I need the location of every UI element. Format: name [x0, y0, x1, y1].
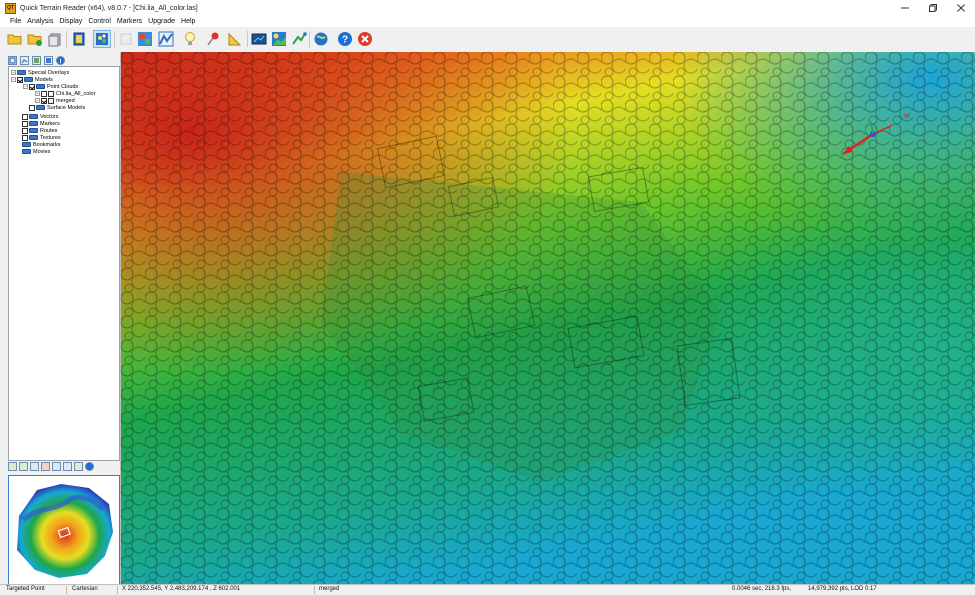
- menu-markers[interactable]: Markers: [116, 18, 143, 25]
- menu-display[interactable]: Display: [59, 18, 83, 25]
- profile-icon: [158, 31, 174, 47]
- overview-toolbar: [8, 462, 94, 472]
- tree-item-merged[interactable]: +: merged: [35, 97, 75, 104]
- menu-bar: File Analysis Display Control Markers Up…: [0, 16, 975, 27]
- measure-icon: [228, 32, 242, 46]
- exit-icon: [358, 32, 372, 46]
- tab-info[interactable]: [56, 56, 65, 65]
- color-map-button[interactable]: [136, 30, 154, 48]
- tree-item-textures[interactable]: Textures: [22, 134, 61, 141]
- tree-item-routes[interactable]: Routes: [22, 127, 57, 134]
- main-toolbar: ?: [0, 27, 975, 53]
- svg-text:?: ?: [342, 35, 348, 46]
- fit-icon[interactable]: [30, 462, 39, 471]
- flythrough-icon: [272, 32, 286, 46]
- left-panel: + Special Overlays − Models − Point Clouds …: [0, 52, 121, 585]
- profile-tab-icon: [21, 59, 28, 64]
- menu-analysis[interactable]: Analysis: [27, 18, 54, 25]
- layers-tab-icon: [34, 58, 39, 63]
- help-button[interactable]: ?: [336, 30, 354, 48]
- point-cloud-viewport[interactable]: w: [121, 52, 975, 584]
- status-model: merged: [319, 586, 340, 592]
- tree-item-point-clouds[interactable]: − Point Clouds: [23, 83, 79, 90]
- tree-item-surface-models[interactable]: Surface Models: [29, 104, 85, 111]
- globe-icon: [314, 32, 328, 46]
- status-performance: 0.0046 sec, 218.3 fps,: [732, 586, 792, 592]
- settings-icon[interactable]: [74, 462, 83, 471]
- tree-view-icon: [9, 57, 16, 64]
- status-coordinates: X 220,352.545, Y 2,483,209.174 , Z 602.0…: [122, 586, 241, 592]
- export-button[interactable]: [46, 30, 64, 48]
- overview-info-icon[interactable]: [85, 462, 94, 471]
- path-icon: [292, 32, 307, 45]
- tree-item-vectors[interactable]: Vectors: [22, 113, 58, 120]
- exit-button[interactable]: [356, 30, 374, 48]
- export-icon: [48, 33, 61, 47]
- terrain-icon[interactable]: [41, 462, 50, 471]
- flythrough-button[interactable]: [270, 30, 288, 48]
- help-icon: ?: [338, 32, 352, 46]
- status-bar: Targeted Point Cartesian X 220,352.545, …: [0, 584, 975, 595]
- tree-item-special-overlays[interactable]: + Special Overlays: [11, 69, 70, 76]
- info-icon: [60, 59, 61, 63]
- model-tree: + Special Overlays − Models − Point Clouds …: [8, 66, 120, 461]
- layers-icon: [73, 32, 85, 46]
- layers-button[interactable]: [70, 30, 88, 48]
- pin-icon: [207, 32, 219, 46]
- lightbulb-button[interactable]: [181, 30, 199, 48]
- title-bar: QT Quick Terrain Reader (x64), v8.0.7 - …: [0, 0, 975, 16]
- profile-button[interactable]: [157, 30, 175, 48]
- menu-help[interactable]: Help: [181, 18, 196, 25]
- tree-item-chilia-all-color[interactable]: +: Chi.lia_All_color: [35, 90, 96, 97]
- tab-profile[interactable]: [20, 56, 29, 65]
- zoom-out-icon[interactable]: [19, 462, 28, 471]
- elevation-point-cloud-render: w: [121, 52, 975, 584]
- measure-button[interactable]: [226, 30, 244, 48]
- status-coord-system: Cartesian: [72, 586, 98, 592]
- zoom-in-icon[interactable]: [8, 462, 17, 471]
- close-button[interactable]: [947, 0, 975, 16]
- menu-file[interactable]: File: [10, 18, 22, 25]
- open-model-button[interactable]: [26, 30, 44, 48]
- open-folder-button[interactable]: [6, 30, 24, 48]
- point-cloud-icon: [96, 33, 108, 45]
- open-model-icon: [27, 34, 42, 46]
- overview-terrain-image: [17, 484, 113, 578]
- tab-colors[interactable]: [44, 56, 53, 65]
- globe-button[interactable]: [312, 30, 330, 48]
- lightbulb-icon: [185, 32, 195, 45]
- blank-button[interactable]: [117, 30, 135, 48]
- grid-icon[interactable]: [63, 462, 72, 471]
- svg-text:w: w: [903, 111, 910, 120]
- point-cloud-button[interactable]: [93, 30, 111, 48]
- minimize-button[interactable]: [891, 0, 919, 16]
- screenshot-icon: [251, 33, 267, 45]
- status-mode: Targeted Point: [6, 586, 45, 592]
- menu-control[interactable]: Control: [88, 18, 111, 25]
- blank-icon: [120, 33, 132, 45]
- path-button[interactable]: [290, 30, 308, 48]
- tab-layers[interactable]: [32, 56, 41, 65]
- color-map-icon: [138, 32, 152, 46]
- tree-item-markers[interactable]: Markers: [22, 120, 60, 127]
- tab-tree-view[interactable]: [8, 56, 17, 65]
- window-title: Quick Terrain Reader (x64), v8.0.7 - [Ch…: [20, 4, 198, 12]
- status-point-count: 14,979,392 pts, LOD 0.17: [808, 586, 877, 592]
- tree-item-bookmarks[interactable]: Bookmarks: [22, 141, 61, 148]
- open-folder-icon: [7, 34, 22, 45]
- colors-tab-icon: [46, 58, 51, 63]
- screenshot-button[interactable]: [250, 30, 268, 48]
- menu-upgrade[interactable]: Upgrade: [148, 18, 176, 25]
- navigation-gizmo: w: [842, 111, 910, 156]
- pin-button[interactable]: [204, 30, 222, 48]
- sync-icon[interactable]: [52, 462, 61, 471]
- tree-item-movies[interactable]: Movies: [22, 148, 50, 155]
- overview-map[interactable]: [8, 475, 120, 585]
- restore-button[interactable]: [919, 0, 947, 16]
- app-logo-icon: QT: [5, 2, 16, 14]
- tree-item-models[interactable]: − Models: [11, 76, 53, 83]
